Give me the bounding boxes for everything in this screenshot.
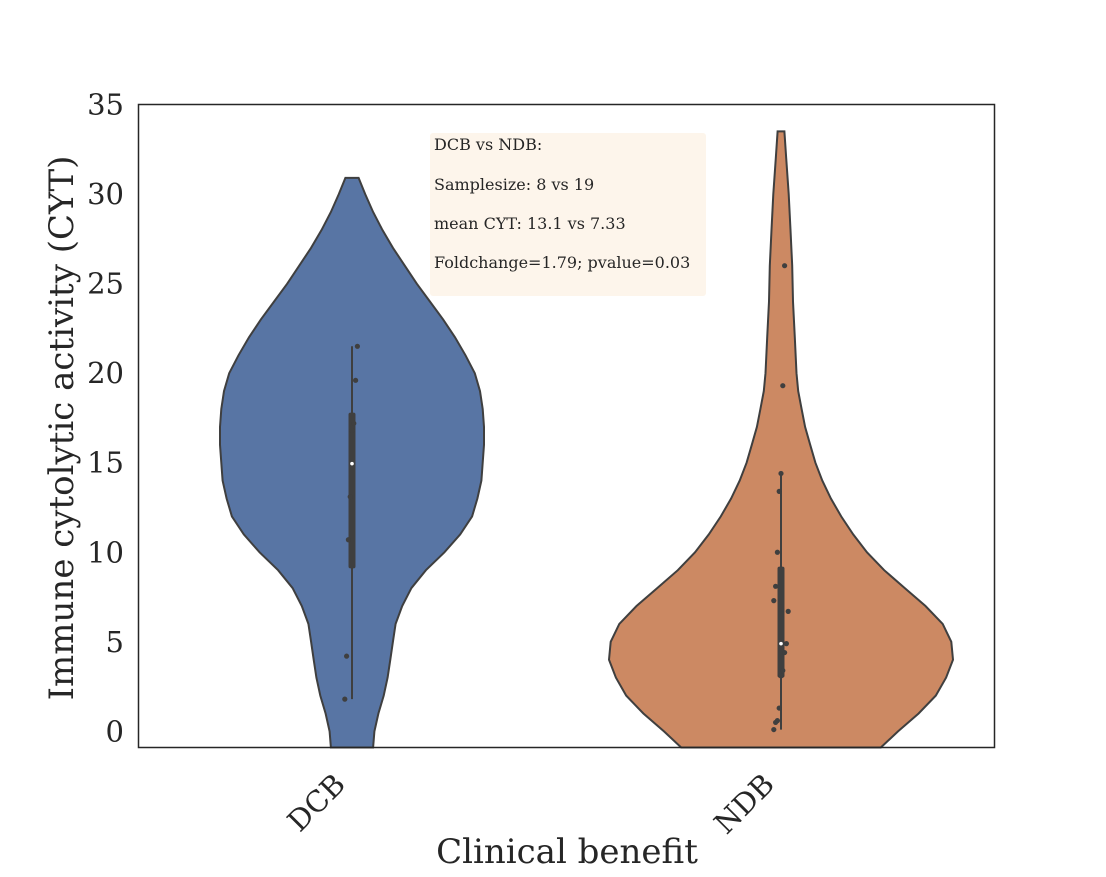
- annotation-line: Samplesize: 8 vs 19: [434, 175, 594, 194]
- violin-body-ndb: [607, 130, 955, 749]
- iqr-box: [348, 412, 356, 569]
- x-tick-label: DCB: [281, 767, 352, 838]
- data-point: [780, 667, 786, 674]
- data-point: [354, 343, 360, 349]
- y-tick-label: 15: [87, 446, 124, 480]
- y-tick-label: 0: [106, 714, 124, 748]
- annotation-line: Foldchange=1.79; pvalue=0.03: [434, 253, 690, 272]
- data-point: [774, 718, 781, 724]
- median-marker: [350, 461, 354, 466]
- annotation-background: [430, 133, 706, 296]
- iqr-box: [777, 566, 785, 678]
- data-point: [347, 494, 353, 500]
- x-axis-label: Clinical benefit: [436, 832, 698, 872]
- data-point: [345, 537, 351, 543]
- annotation-line: mean CYT: 13.1 vs 7.33: [434, 214, 626, 233]
- plot-frame: [137, 103, 996, 749]
- y-tick-label: 30: [87, 177, 124, 211]
- data-point: [771, 598, 777, 604]
- x-axis-ticks: DCB NDB: [281, 767, 781, 840]
- data-point: [780, 383, 786, 389]
- y-axis-ticks: 0 5 10 15 20 25 30 35: [87, 88, 124, 749]
- data-point: [351, 420, 357, 426]
- data-point: [778, 673, 784, 679]
- y-tick-label: 25: [87, 267, 124, 301]
- data-point: [771, 726, 777, 733]
- stats-annotation: DCB vs NDB: Samplesize: 8 vs 19 mean CYT…: [430, 133, 706, 296]
- y-tick-label: 10: [87, 535, 124, 569]
- median-marker: [779, 641, 783, 646]
- y-tick-label: 35: [87, 88, 124, 122]
- data-point: [778, 470, 784, 477]
- y-axis-label: Immune cytolytic activity (CYT): [42, 156, 82, 701]
- data-point: [349, 427, 355, 434]
- data-point: [785, 608, 791, 614]
- data-point: [776, 488, 782, 494]
- data-point: [782, 649, 788, 656]
- data-point: [353, 377, 359, 383]
- y-tick-label: 20: [87, 356, 124, 390]
- data-point: [774, 549, 781, 555]
- x-tick-label: NDB: [707, 767, 780, 840]
- data-point: [342, 696, 348, 702]
- annotation-line: DCB vs NDB:: [434, 135, 542, 154]
- data-point: [782, 263, 788, 269]
- data-point: [776, 705, 782, 711]
- data-point: [783, 641, 790, 647]
- inner-box-layer: [348, 346, 785, 730]
- data-point: [344, 653, 350, 659]
- data-point: [773, 583, 779, 589]
- y-tick-label: 5: [106, 625, 124, 659]
- points-layer: [342, 263, 791, 733]
